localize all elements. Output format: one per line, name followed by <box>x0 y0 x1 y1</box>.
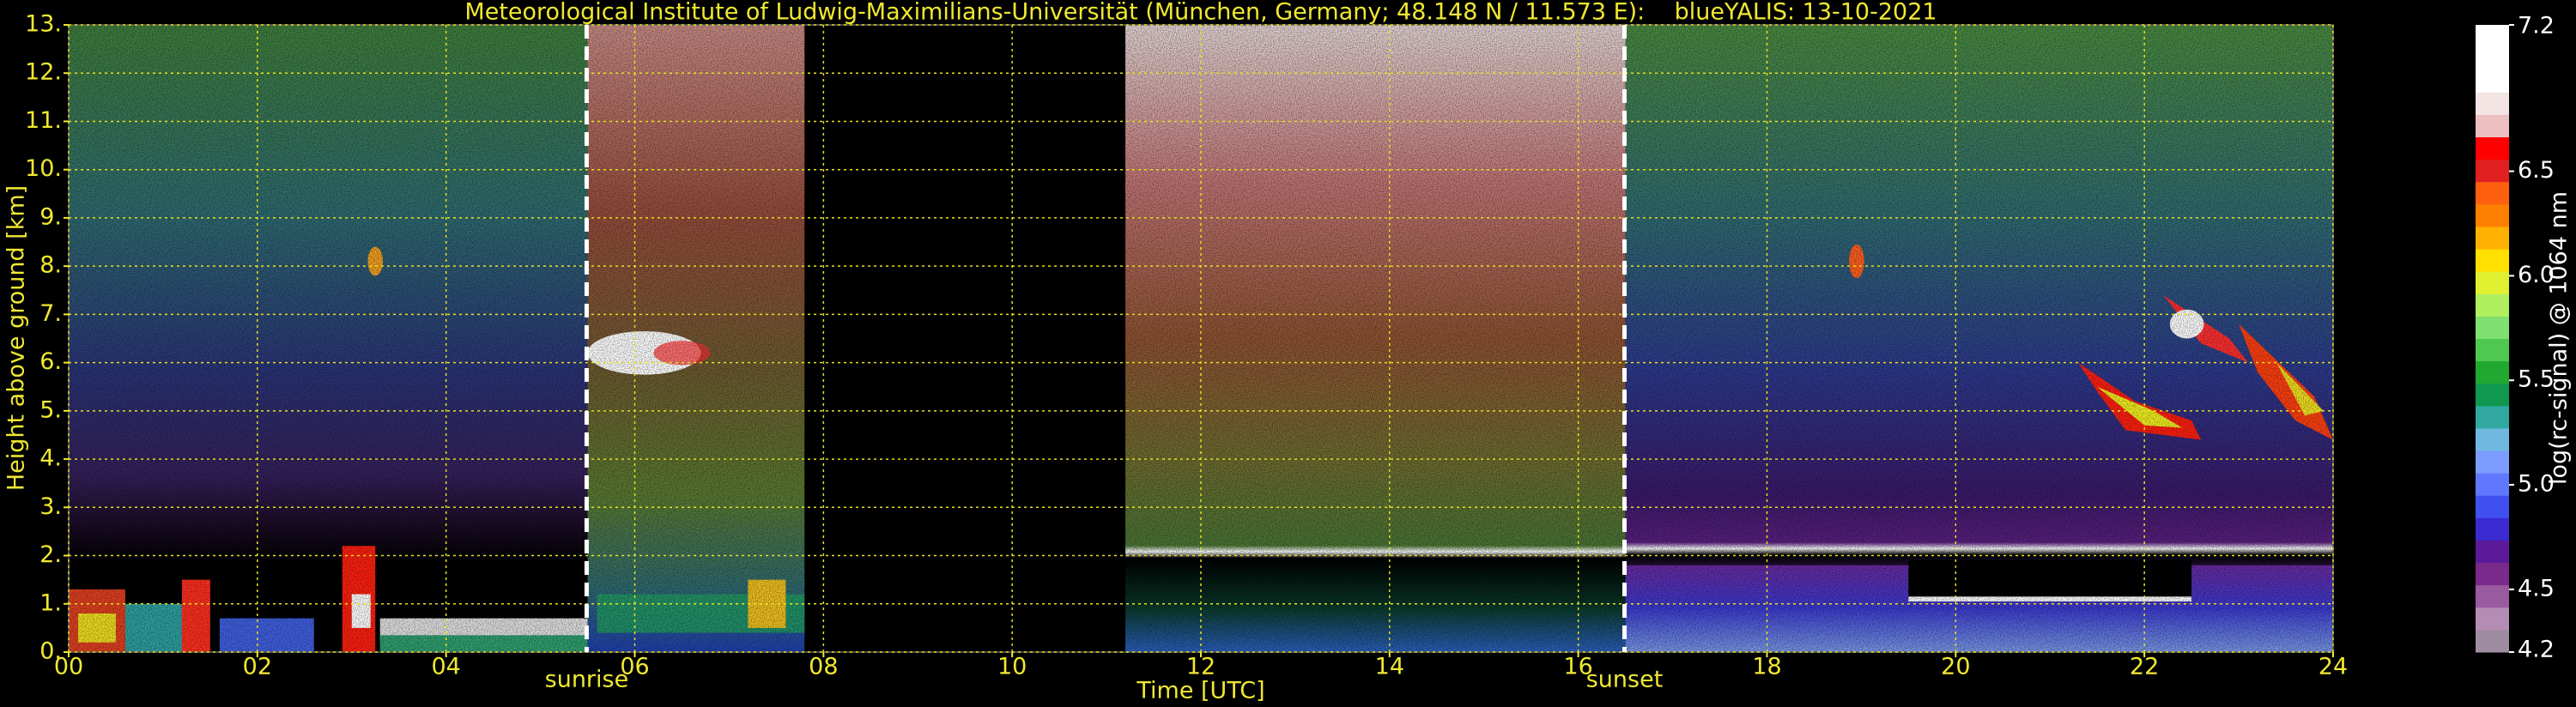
colorbar-tick-label: 5.0 <box>2518 471 2555 498</box>
y-tick-label: 8. <box>39 252 62 279</box>
colorbar-tick-label: 6.5 <box>2518 157 2555 184</box>
colorbar-swatch <box>2476 181 2509 205</box>
colorbar-tick-label: 4.5 <box>2518 575 2555 601</box>
colorbar-swatch <box>2476 25 2509 48</box>
y-tick-label: 0. <box>39 638 62 665</box>
colorbar-swatch <box>2476 517 2509 541</box>
x-tick-label: 08 <box>809 654 838 680</box>
x-tick-label: 00 <box>54 654 83 680</box>
colorbar-swatch <box>2476 629 2509 653</box>
y-tick-label: 2. <box>39 541 62 568</box>
colorbar-swatch <box>2476 562 2509 586</box>
x-tick-label: 10 <box>997 654 1027 680</box>
colorbar-swatch <box>2476 383 2509 407</box>
y-tick-label: 3. <box>39 493 62 520</box>
colorbar-swatch <box>2476 405 2509 429</box>
colorbar-swatch <box>2476 427 2509 451</box>
colorbar-tick-label: 6.0 <box>2518 262 2555 288</box>
colorbar-tick-label: 4.2 <box>2518 637 2555 663</box>
colorbar-tick-label: 5.5 <box>2518 366 2555 393</box>
colorbar-swatch <box>2476 473 2509 496</box>
colorbar-swatch <box>2476 92 2509 115</box>
y-tick-label: 12. <box>25 59 62 86</box>
colorbar-swatch <box>2476 47 2509 70</box>
y-tick-label: 6. <box>39 348 62 375</box>
x-tick-label: 22 <box>2130 654 2159 680</box>
x-tick-label: 14 <box>1375 654 1404 680</box>
x-tick-label: 04 <box>431 654 460 680</box>
colorbar-swatch <box>2476 136 2509 160</box>
annotation-label: sunset <box>1586 667 1664 693</box>
x-tick-label: 18 <box>1752 654 1781 680</box>
colorbar-swatch <box>2476 159 2509 183</box>
colorbar-swatch <box>2476 360 2509 384</box>
x-tick-label: 12 <box>1186 654 1215 680</box>
colorbar-swatch <box>2476 540 2509 564</box>
colorbar-tick-label: 7.2 <box>2518 13 2555 39</box>
y-axis-label: Height above ground [km] <box>3 185 30 491</box>
colorbar-swatch <box>2476 607 2509 631</box>
x-tick-label: 16 <box>1563 654 1592 680</box>
colorbar-swatch <box>2476 584 2509 608</box>
y-tick-label: 13. <box>25 11 62 38</box>
colorbar-swatch <box>2476 203 2509 227</box>
colorbar-swatch <box>2476 69 2509 93</box>
y-tick-label: 11. <box>25 107 62 134</box>
colorbar-swatch <box>2476 226 2509 250</box>
colorbar-swatch <box>2476 338 2509 362</box>
x-tick-label: 02 <box>243 654 272 680</box>
colorbar-swatch <box>2476 249 2509 272</box>
colorbar-swatch <box>2476 114 2509 138</box>
y-tick-label: 5. <box>39 396 62 423</box>
colorbar-swatch <box>2476 316 2509 339</box>
colorbar-swatch <box>2476 450 2509 474</box>
y-tick-label: 10. <box>25 155 62 182</box>
x-tick-label: 20 <box>1941 654 1970 680</box>
colorbar-label: log(rc-signal) @ 1064 nm <box>2546 191 2573 485</box>
y-tick-label: 1. <box>39 589 62 616</box>
x-tick-label: 24 <box>2318 654 2348 680</box>
x-tick-label: 06 <box>620 654 649 680</box>
chart-title: Meteorological Institute of Ludwig-Maxim… <box>464 0 1937 26</box>
y-tick-label: 4. <box>39 445 62 472</box>
x-axis-label: Time [UTC] <box>1136 678 1264 704</box>
colorbar-swatch <box>2476 271 2509 294</box>
annotation-label: sunrise <box>545 667 629 693</box>
colorbar-swatch <box>2476 293 2509 317</box>
colorbar-swatch <box>2476 495 2509 518</box>
y-tick-label: 7. <box>39 300 62 327</box>
y-tick-label: 9. <box>39 203 62 230</box>
